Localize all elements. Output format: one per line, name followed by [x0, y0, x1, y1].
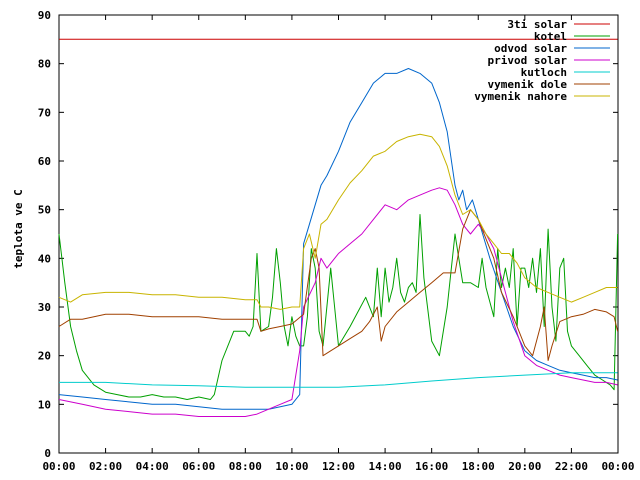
x-tick-label: 10:00 — [275, 460, 308, 473]
x-tick-label: 08:00 — [229, 460, 262, 473]
series-line-privod-solar — [58, 187, 618, 417]
legend-label: kotel — [534, 30, 567, 43]
legend-label: kutloch — [521, 66, 567, 79]
series-line-kotel — [58, 214, 619, 400]
x-tick-label: 06:00 — [182, 460, 215, 473]
series-lines — [58, 38, 619, 417]
y-axis-label: teplota ve C — [12, 189, 25, 268]
x-axis: 00:00 02:00 04:00 06:00 08:00 10:00 12:00 14:00… — [42, 15, 635, 473]
y-tick-label: 90 — [38, 9, 51, 22]
y-tick-label: 60 — [38, 155, 51, 168]
x-tick-label: 20:00 — [508, 460, 541, 473]
y-tick-label: 0 — [44, 447, 51, 460]
x-tick-label: 04:00 — [136, 460, 169, 473]
legend-label: odvod solar — [494, 42, 567, 55]
series-line-kutloch — [59, 372, 618, 388]
legend-label: vymenik nahore — [474, 90, 567, 103]
y-tick-label: 30 — [38, 301, 51, 314]
x-tick-label: 00:00 — [42, 460, 75, 473]
y-tick-label: 80 — [38, 58, 51, 71]
x-tick-label: 16:00 — [415, 460, 448, 473]
x-tick-label: 00:00 — [601, 460, 634, 473]
x-tick-label: 12:00 — [322, 460, 355, 473]
x-tick-label: 18:00 — [462, 460, 495, 473]
legend-label: privod solar — [488, 54, 568, 67]
y-tick-label: 50 — [38, 204, 51, 217]
x-tick-label: 14:00 — [369, 460, 402, 473]
x-tick-label: 22:00 — [555, 460, 588, 473]
x-tick-label: 02:00 — [89, 460, 122, 473]
y-tick-label: 10 — [38, 398, 51, 411]
legend-label: 3ti solar — [507, 18, 567, 31]
y-tick-label: 40 — [38, 252, 51, 265]
series-line-vymenik-dole — [58, 209, 619, 361]
series-line-odvod-solar — [58, 68, 618, 410]
legend-label: vymenik dole — [488, 78, 568, 91]
y-tick-label: 70 — [38, 106, 51, 119]
y-tick-label: 20 — [38, 350, 51, 363]
series-line-vymenik-nahore — [58, 133, 618, 310]
